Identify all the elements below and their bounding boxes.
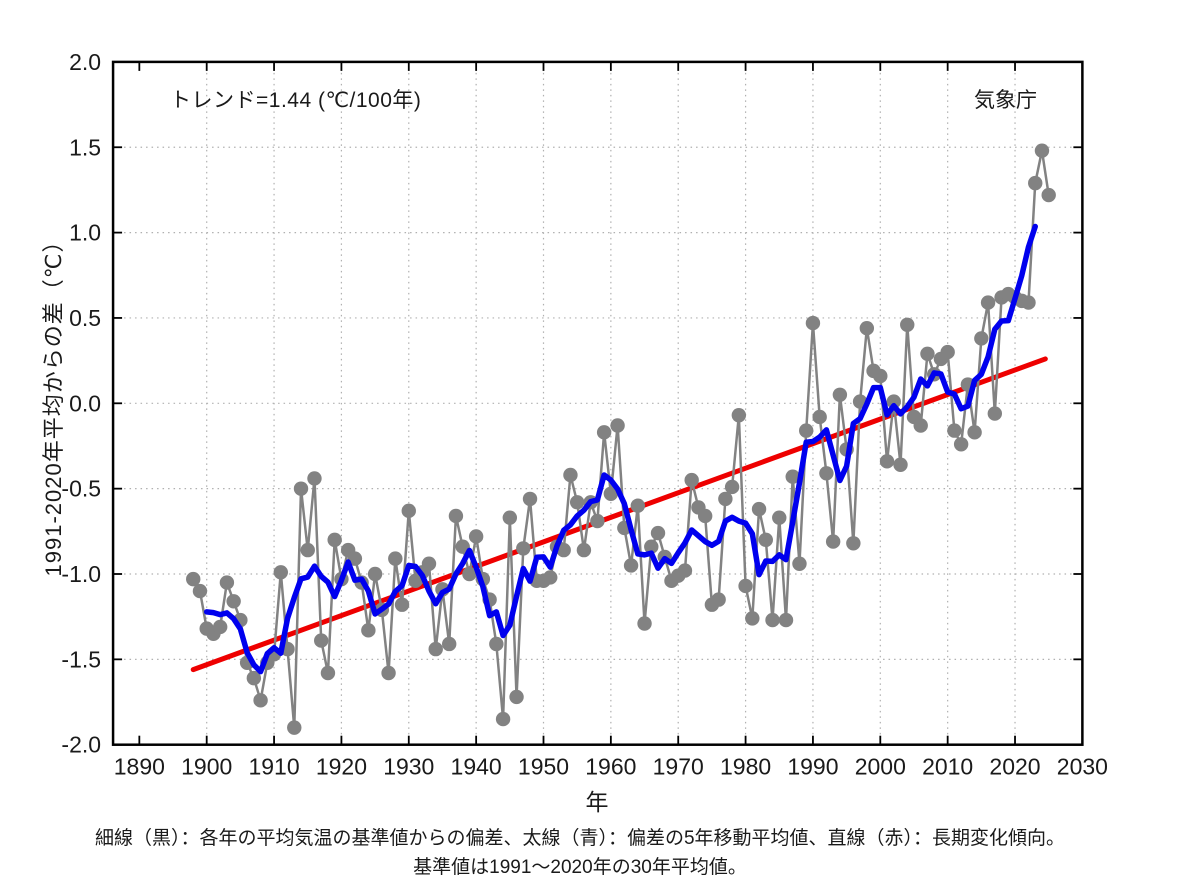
svg-text:-2.0: -2.0 [61,732,101,758]
svg-text:1900: 1900 [181,754,232,780]
svg-text:1.5: 1.5 [69,134,101,160]
svg-text:1990: 1990 [787,754,838,780]
svg-text:1970: 1970 [653,754,704,780]
y-axis-title: 1991-2020年平均からの差（℃） [41,229,66,577]
svg-text:1940: 1940 [451,754,502,780]
svg-text:2000: 2000 [855,754,906,780]
svg-text:0.5: 0.5 [69,305,101,331]
svg-text:-1.0: -1.0 [61,561,101,587]
svg-text:1930: 1930 [383,754,434,780]
trend-annotation: トレンド=1.44 (℃/100年) [170,89,422,112]
svg-text:2020: 2020 [989,754,1040,780]
svg-text:1910: 1910 [248,754,299,780]
svg-text:0.0: 0.0 [69,390,101,416]
caption-line-2: 基準値は1991～2020年の30年平均値。 [413,857,747,878]
svg-text:1.0: 1.0 [69,220,101,246]
svg-text:1890: 1890 [114,754,165,780]
gridlines [113,61,1083,745]
svg-text:1920: 1920 [316,754,367,780]
svg-text:1950: 1950 [518,754,569,780]
x-axis-title: 年 [585,789,609,815]
moving-average-line [203,223,1038,675]
caption-line-1: 細線（黒）：各年の平均気温の基準値からの偏差、太線（青）：偏差の5年移動平均値、… [94,828,1066,849]
annual-series [186,143,1056,735]
svg-text:-0.5: -0.5 [61,476,101,502]
svg-text:-1.5: -1.5 [61,646,101,672]
x-tick-labels: 1890 1900 1910 1920 1930 1940 1950 1960 1970 1980… [114,754,1108,780]
svg-text:2030: 2030 [1057,754,1108,780]
svg-text:1980: 1980 [720,754,771,780]
agency-label: 気象庁 [974,89,1037,112]
svg-text:1960: 1960 [585,754,636,780]
svg-text:2010: 2010 [922,754,973,780]
y-tick-labels: -2.0 -1.5 -1.0 -0.5 0.0 0.5 1.0 1.5 2.0 [61,49,101,758]
svg-text:2.0: 2.0 [69,49,101,75]
chart-caption: 細線（黒）：各年の平均気温の基準値からの偏差、太線（青）：偏差の5年移動平均値、… [0,824,1160,882]
tick-marks [113,61,1084,746]
